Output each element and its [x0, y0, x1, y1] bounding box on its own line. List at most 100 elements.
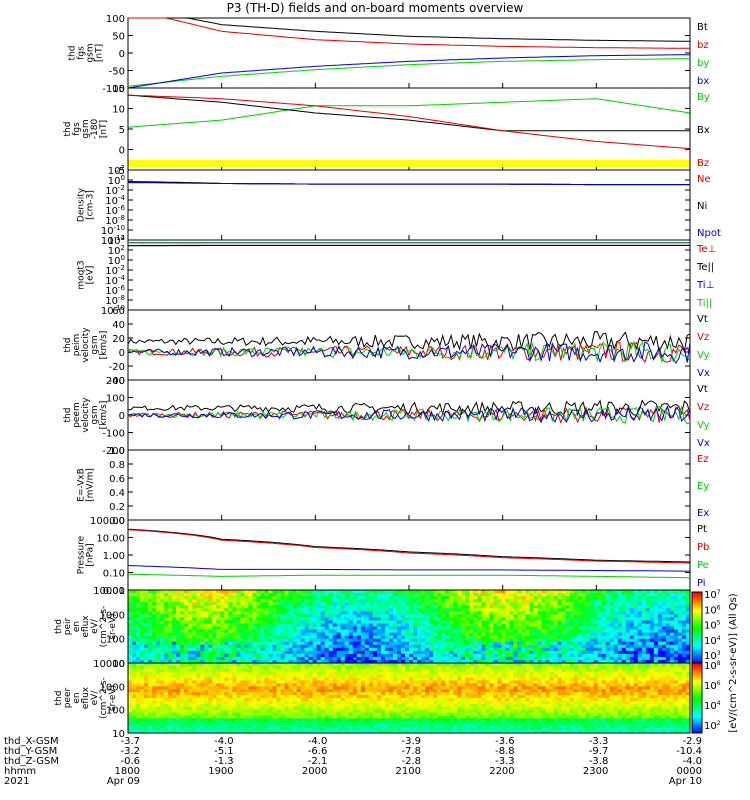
heatmap-cell	[308, 656, 314, 661]
heatmap-cell	[609, 638, 615, 643]
heatmap-cell	[553, 596, 558, 600]
heatmap-cell	[429, 638, 434, 643]
heatmap-cell	[509, 641, 514, 646]
heatmap-cell	[244, 626, 249, 630]
legend-green: Ey	[697, 481, 709, 492]
heatmap-cell	[128, 596, 133, 600]
heatmap-cell	[264, 617, 269, 621]
heatmap-cell	[340, 641, 346, 646]
heatmap-cell	[320, 593, 326, 597]
heatmap-cell	[292, 650, 297, 655]
heatmap-cell	[641, 593, 647, 597]
heatmap-cell	[212, 663, 217, 667]
heatmap-cell	[232, 608, 237, 612]
heatmap-cell	[497, 617, 502, 621]
heatmap-cell	[344, 680, 350, 684]
heatmap-cell	[252, 647, 257, 652]
heatmap-cell	[489, 611, 494, 615]
heatmap-cell	[581, 653, 587, 658]
heatmap-cell	[517, 605, 522, 609]
heatmap-cell	[429, 602, 434, 606]
heatmap-cell	[561, 611, 566, 615]
heatmap-cell	[433, 617, 438, 621]
heatmap-cell	[336, 706, 342, 711]
heatmap-cell	[376, 617, 382, 621]
ytick-label: 1000	[100, 682, 125, 693]
heatmap-cell	[404, 647, 410, 652]
heatmap-cell	[505, 632, 510, 637]
heatmap-cell	[629, 626, 635, 630]
heatmap-cell	[276, 635, 281, 640]
heatmap-cell	[216, 656, 221, 661]
heatmap-cell	[336, 620, 342, 624]
heatmap-cell	[493, 602, 498, 606]
heatmap-cell	[613, 617, 619, 621]
heatmap-cell	[473, 590, 478, 594]
heatmap-cell	[168, 614, 173, 618]
heatmap-cell	[565, 611, 570, 615]
heatmap-cell	[196, 653, 201, 658]
heatmap-cell	[553, 608, 558, 612]
heatmap-cell	[180, 641, 185, 646]
heatmap-cell	[441, 656, 446, 661]
heatmap-cell	[581, 602, 587, 606]
heatmap-cell	[320, 599, 326, 603]
heatmap-cell	[252, 703, 257, 708]
heatmap-cell	[388, 602, 394, 606]
heatmap-cell	[429, 596, 434, 600]
heatmap-cell	[344, 626, 350, 630]
heatmap-cell	[352, 644, 358, 649]
heatmap-cell	[264, 721, 269, 725]
heatmap-cell	[437, 599, 442, 603]
heatmap-cell	[304, 620, 310, 624]
heatmap-cell	[673, 608, 679, 612]
heatmap-cell	[320, 617, 326, 621]
heatmap-cell	[268, 656, 273, 661]
heatmap-cell	[248, 668, 253, 673]
heatmap-cell	[292, 665, 297, 670]
heatmap-cell	[453, 611, 458, 615]
heatmap-cell	[156, 623, 161, 627]
heatmap-cell	[248, 663, 253, 667]
heatmap-cell	[188, 620, 193, 624]
heatmap-cell	[260, 611, 265, 615]
heatmap-cell	[220, 629, 225, 633]
heatmap-cell	[296, 614, 302, 618]
heatmap-cell	[288, 602, 293, 606]
heatmap-cell	[561, 617, 566, 621]
heatmap-cell	[240, 718, 245, 722]
heatmap-cell	[332, 608, 338, 612]
heatmap-cell	[244, 590, 249, 594]
heatmap-cell	[280, 611, 285, 615]
heatmap-cell	[649, 596, 655, 600]
heatmap-cell	[453, 644, 458, 649]
heatmap-cell	[521, 635, 526, 640]
heatmap-cell	[617, 620, 623, 624]
heatmap-cell	[629, 617, 635, 621]
heatmap-cell	[184, 703, 189, 708]
heatmap-cell	[276, 596, 281, 600]
heatmap-cell	[425, 653, 430, 658]
heatmap-cell	[517, 638, 522, 643]
heatmap-cell	[284, 727, 289, 731]
heatmap-cell	[661, 590, 667, 594]
heatmap-cell	[188, 593, 193, 597]
heatmap-cell	[404, 629, 410, 633]
heatmap-cell	[192, 608, 197, 612]
ytick-label: 1.00	[103, 551, 125, 562]
heatmap-cell	[340, 712, 346, 716]
heatmap-cell	[296, 724, 302, 728]
heatmap-cell	[304, 680, 310, 684]
heatmap-cell	[545, 605, 550, 609]
heatmap-cell	[316, 635, 322, 640]
heatmap-cell	[216, 677, 221, 681]
heatmap-cell	[272, 611, 277, 615]
heatmap-cell	[621, 617, 627, 621]
heatmap-cell	[521, 608, 526, 612]
heatmap-cell	[597, 629, 603, 633]
heatmap-cell	[164, 727, 169, 731]
heatmap-cell	[601, 608, 607, 612]
heatmap-cell	[220, 647, 225, 652]
heatmap-cell	[256, 683, 261, 687]
heatmap-cell	[204, 659, 209, 664]
